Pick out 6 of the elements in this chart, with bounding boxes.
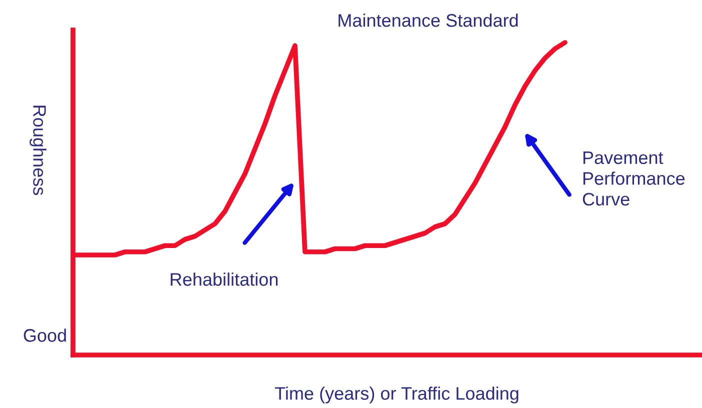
text: Good — [24, 328, 66, 342]
x-axis-title: Time (years) or Traffic Loading — [274, 386, 518, 404]
y-axis-title: Roughness — [30, 106, 46, 196]
text: Pavement Performance Curve — [582, 151, 685, 206]
chart-title: Maintenance Standard — [338, 14, 518, 27]
annotation: Rehabilitation — [170, 272, 278, 286]
